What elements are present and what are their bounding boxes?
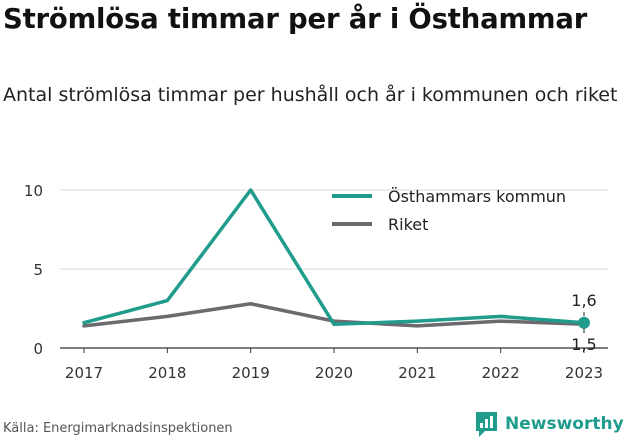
legend-label-osthammar: Östhammars kommun	[388, 187, 566, 206]
x-tick-label: 2020	[315, 364, 353, 382]
y-tick-label: 5	[33, 261, 43, 279]
end-label-osthammar: 1,6	[571, 291, 596, 310]
chart-title: Strömlösa timmar per år i Östhammar	[3, 3, 588, 35]
chart-subtitle: Antal strömlösa timmar per hushåll och å…	[3, 84, 618, 106]
brand-name: Newsworthy	[505, 414, 624, 434]
y-tick-label: 10	[24, 182, 43, 200]
newsworthy-logo: Newsworthy	[474, 409, 624, 439]
y-tick-label: 0	[33, 340, 43, 358]
x-tick-label: 2022	[482, 364, 520, 382]
x-tick-label: 2023	[565, 364, 603, 382]
end-label-riket: 1,5	[571, 335, 596, 354]
legend-label-riket: Riket	[388, 215, 428, 234]
series-line-osthammar	[82, 188, 586, 327]
source-note: Källa: Energimarknadsinspektionen	[3, 421, 233, 436]
end-point-osthammar	[578, 316, 590, 329]
x-tick-label: 2018	[148, 364, 186, 382]
x-tick-label: 2017	[65, 364, 103, 382]
newsworthy-icon	[476, 411, 497, 437]
x-tick-label: 2019	[232, 364, 270, 382]
x-tick-label: 2021	[398, 364, 436, 382]
